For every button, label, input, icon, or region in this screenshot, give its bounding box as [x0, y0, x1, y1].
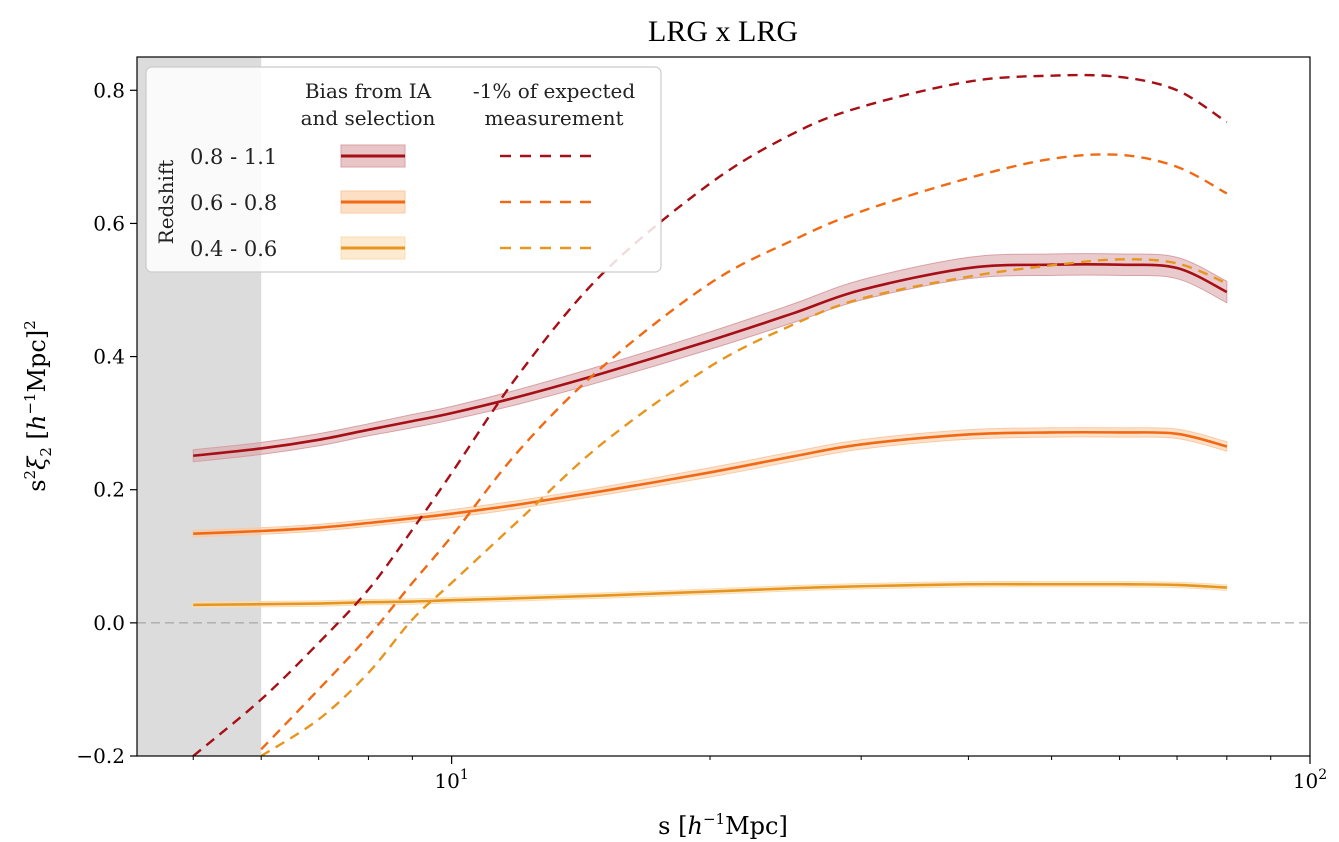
- legend-box: [145, 66, 662, 273]
- legend-label-2: 0.6 - 0.8: [190, 191, 277, 215]
- bias-band-series-1: [192, 253, 1228, 463]
- bias-uncertainty-bands: [192, 253, 1228, 609]
- x-tick-label: 101: [434, 767, 468, 793]
- chart-title: LRG x LRG: [648, 15, 798, 48]
- y-tick-label: 0.2: [93, 478, 125, 502]
- legend-col1-header-line1: Bias from IA: [305, 79, 432, 103]
- y-tick-label: −0.2: [76, 744, 125, 768]
- expected-line-series-2: [260, 153, 1228, 751]
- y-axis-label: s2ξ2 [h−1Mpc]2: [21, 320, 55, 492]
- legend-col2-header-line2: measurement: [485, 106, 624, 130]
- bias-line-series-3: [193, 582, 1227, 607]
- bias-line-series-2: [193, 430, 1228, 535]
- x-axis-label: s [h−1Mpc]: [658, 810, 788, 840]
- y-tick-label: 0.8: [93, 78, 125, 102]
- bias-line-series-1: [193, 262, 1228, 458]
- x-axis-ticks: 101 102: [192, 756, 1327, 793]
- legend: Bias from IA and selection -1% of expect…: [145, 66, 662, 273]
- x-tick-label: 102: [1293, 767, 1327, 793]
- legend-label-3: 0.4 - 0.6: [190, 237, 277, 261]
- legend-label-1: 0.8 - 1.1: [190, 145, 277, 169]
- legend-group-label: Redshift: [154, 160, 178, 245]
- y-axis-ticks: −0.2 0.0 0.2 0.4 0.6 0.8: [76, 78, 137, 768]
- y-tick-label: 0.4: [93, 345, 125, 369]
- legend-col2-header-line1: -1% of expected: [473, 79, 635, 103]
- y-tick-label: 0.6: [93, 211, 125, 235]
- axes-frame: [136, 56, 1311, 757]
- y-tick-label: 0.0: [93, 611, 125, 635]
- legend-rows: 0.8 - 1.1 0.6 - 0.8 0.4 - 0.6: [190, 144, 600, 261]
- bias-band-series-2: [192, 427, 1228, 538]
- legend-col1-header-line2: and selection: [301, 106, 436, 130]
